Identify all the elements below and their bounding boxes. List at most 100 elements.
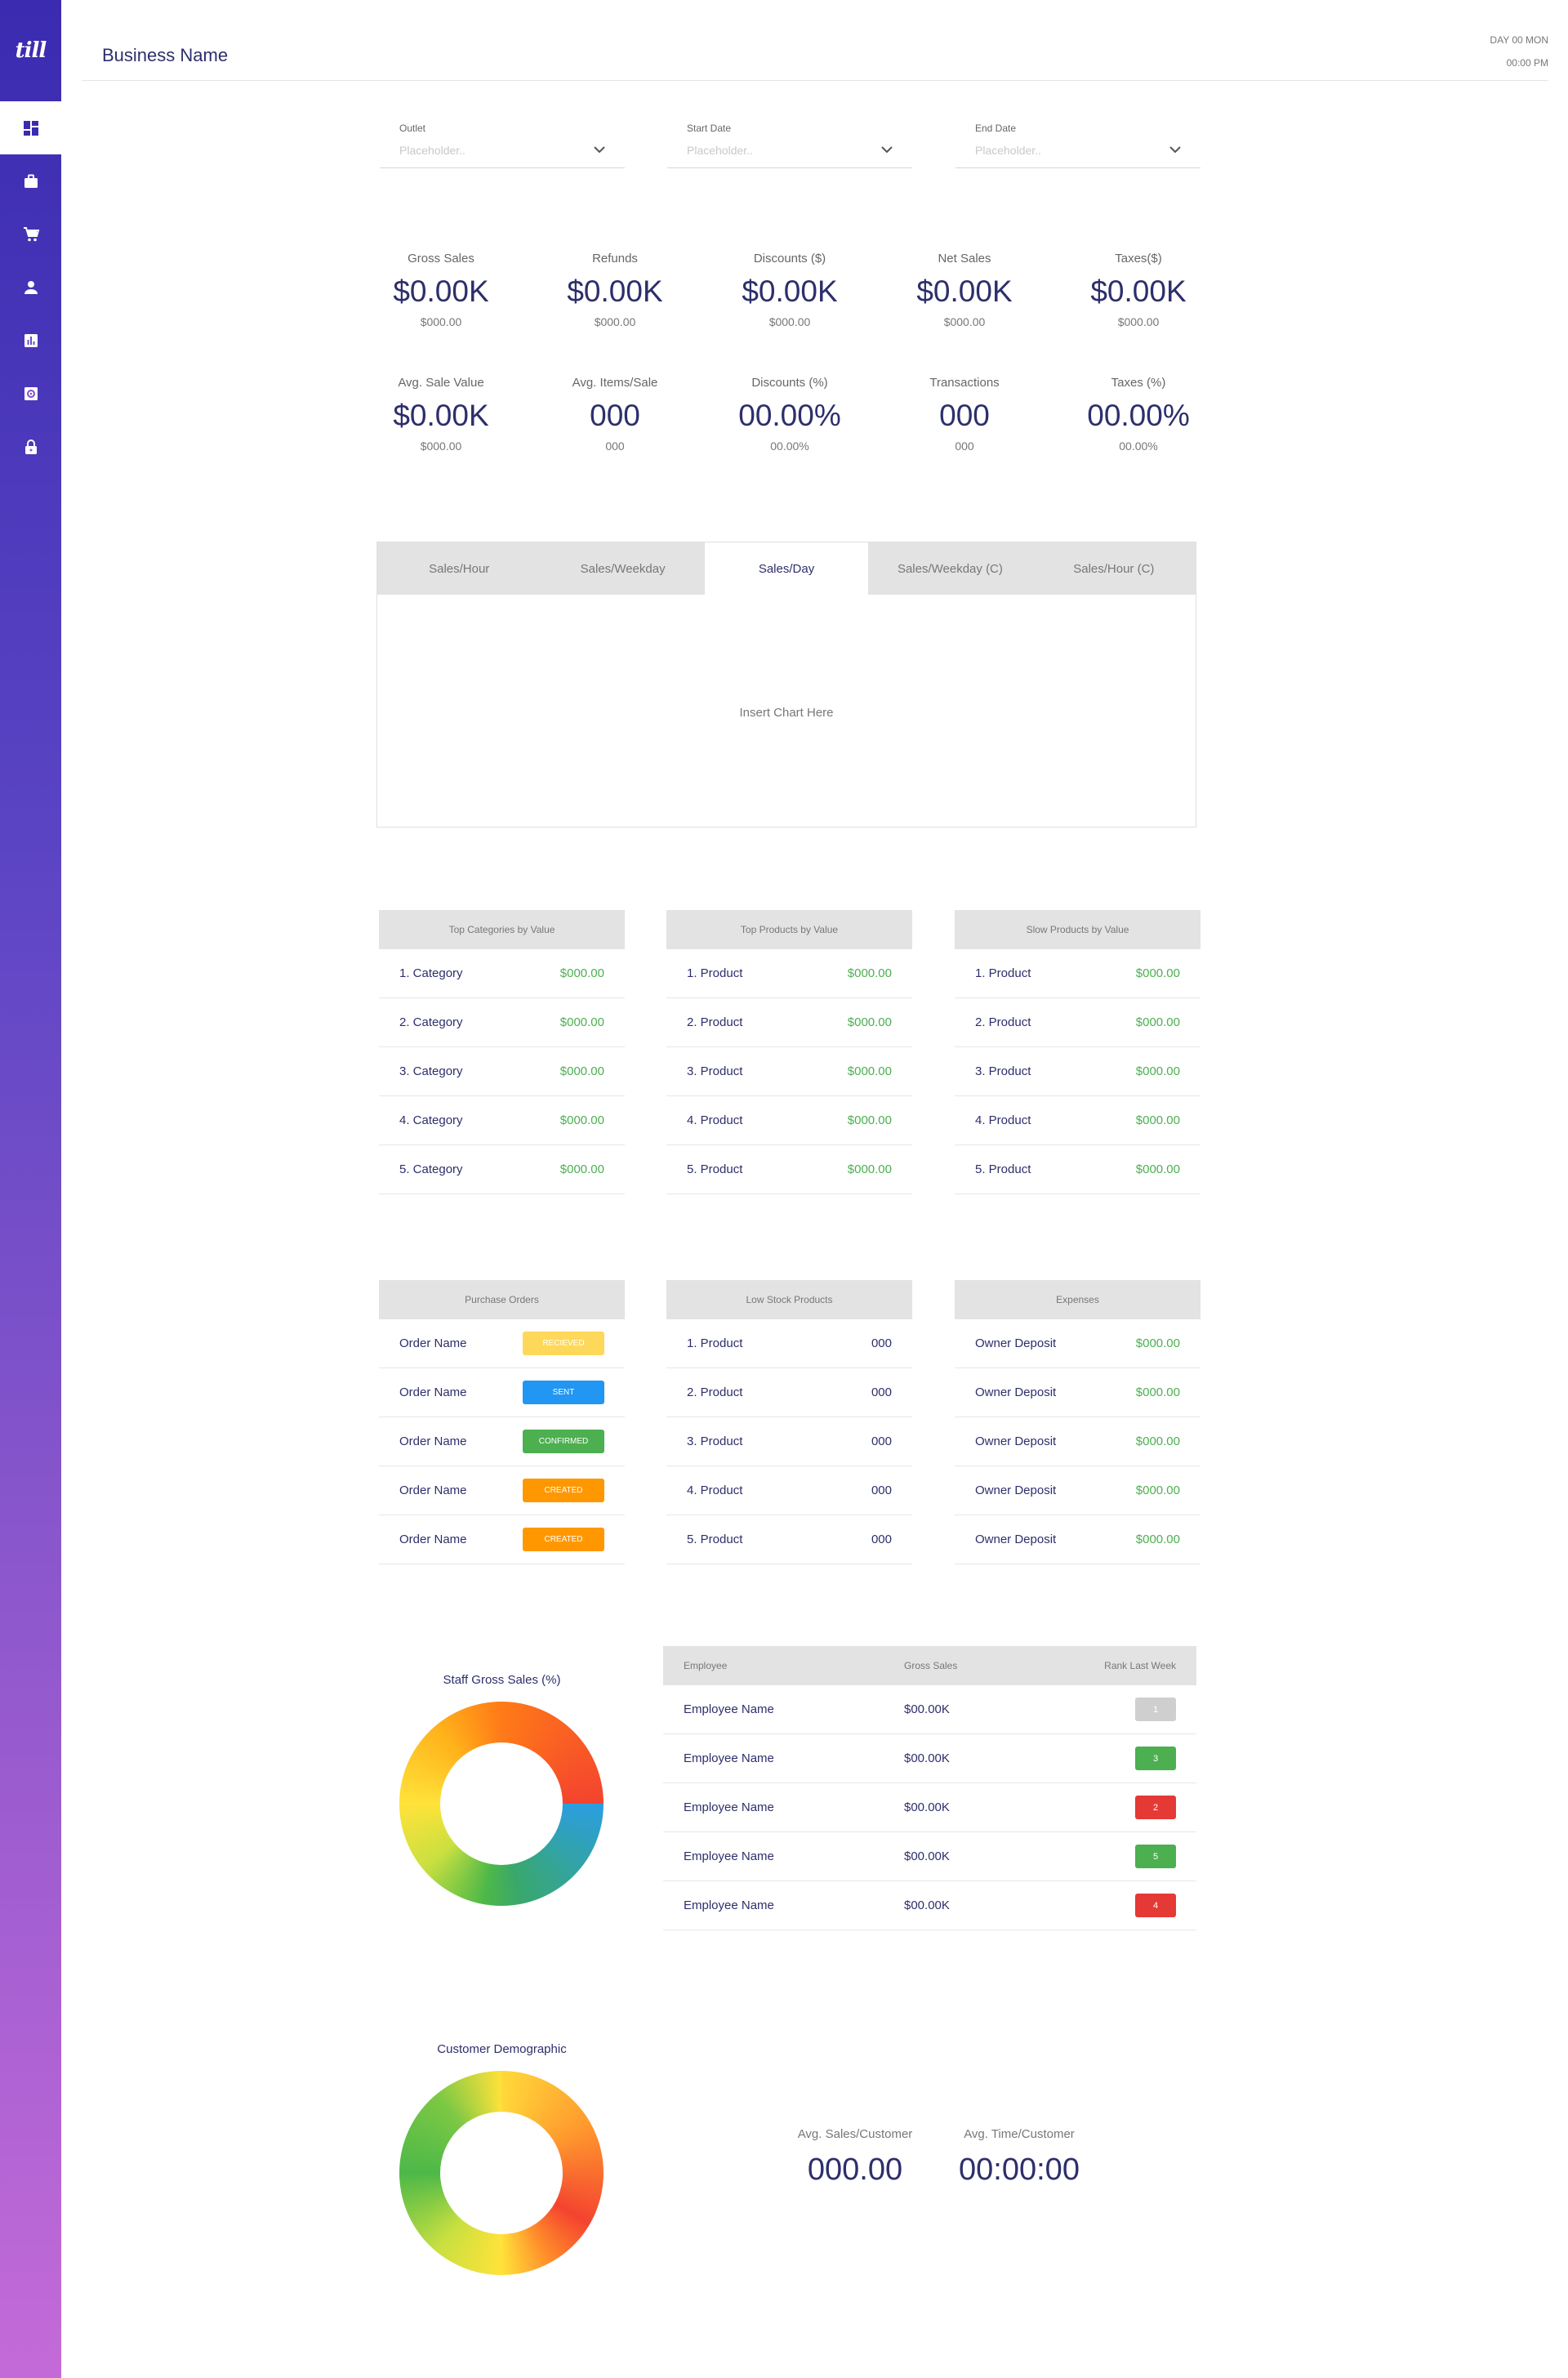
rank-badge: 3 [1135,1747,1176,1770]
outlet-select[interactable]: Outlet Placeholder.. [380,123,625,168]
list-item[interactable]: 2. Product $000.00 [955,998,1200,1047]
sidebar-item-cart[interactable] [0,207,61,261]
list-item[interactable]: Owner Deposit $000.00 [955,1515,1200,1564]
list-item[interactable]: 5. Product $000.00 [666,1145,912,1194]
panel-title: Top Categories by Value [379,910,625,949]
table-row[interactable]: Employee Name $00.00K 1 [663,1685,1196,1734]
list-item[interactable]: Order Name RECIEVED [379,1319,625,1368]
col-rank: Rank Last Week [1104,1660,1176,1671]
cart-icon [23,226,39,241]
start-date-placeholder: Placeholder.. [687,144,753,157]
list-item[interactable]: 4. Product 000 [666,1466,912,1515]
metric-value: 000 [939,399,990,432]
item-name: 3. Category [399,1064,463,1078]
app-logo[interactable]: till [15,38,47,63]
stat-label: Avg. Sales/Customer [797,2127,913,2141]
item-name: 4. Product [975,1113,1031,1127]
metric-label: Avg. Items/Sale [572,376,658,390]
list-item[interactable]: 4. Category $000.00 [379,1096,625,1145]
rank-badge: 5 [1135,1845,1176,1868]
panel-title: Low Stock Products [666,1280,912,1319]
metric-discounts-amount: Discounts ($) $0.00K $000.00 [708,252,871,328]
list-item[interactable]: 3. Product 000 [666,1417,912,1466]
metric-label: Avg. Sale Value [398,376,484,390]
sidebar-item-reports[interactable] [0,314,61,367]
tab-sales-day[interactable]: Sales/Day [704,542,869,595]
item-name: 4. Product [687,1113,743,1127]
metric-sub: $000.00 [943,315,986,328]
list-item[interactable]: 4. Product $000.00 [955,1096,1200,1145]
col-gross-sales: Gross Sales [904,1660,958,1671]
sidebar-item-customers[interactable] [0,261,61,314]
list-item[interactable]: Owner Deposit $000.00 [955,1319,1200,1368]
list-item[interactable]: 5. Product $000.00 [955,1145,1200,1194]
employee-sales: $00.00K [904,1849,950,1863]
list-item[interactable]: 3. Category $000.00 [379,1047,625,1096]
item-value: $000.00 [559,966,604,980]
employee-sales: $00.00K [904,1800,950,1814]
employee-table: Employee Gross Sales Rank Last Week Empl… [663,1646,1196,1930]
tab-sales-hour-c[interactable]: Sales/Hour (C) [1073,561,1155,576]
item-name: 5. Category [399,1162,463,1176]
tab-sales-weekday[interactable]: Sales/Weekday [580,561,666,576]
start-date-select[interactable]: Start Date Placeholder.. [667,123,912,168]
metric-value: $0.00K [1090,274,1187,308]
metric-value: 00.00% [738,399,841,432]
table-row[interactable]: Employee Name $00.00K 4 [663,1881,1196,1930]
item-qty: 000 [871,1385,892,1399]
list-item[interactable]: 1. Product $000.00 [955,949,1200,998]
customer-demographic-donut [399,2071,604,2275]
employee-name: Employee Name [684,1849,774,1863]
status-badge: CREATED [523,1479,604,1502]
expense-value: $000.00 [1135,1336,1180,1350]
metric-sub: $000.00 [1117,315,1160,328]
table-row[interactable]: Employee Name $00.00K 5 [663,1832,1196,1881]
sidebar-item-dashboard[interactable] [0,101,61,154]
item-name: 1. Product [687,966,743,980]
tab-sales-weekday-c[interactable]: Sales/Weekday (C) [897,561,1003,576]
table-row[interactable]: Employee Name $00.00K 2 [663,1783,1196,1832]
table-row[interactable]: Employee Name $00.00K 3 [663,1734,1196,1783]
item-name: 5. Product [687,1162,743,1176]
expenses-panel: Expenses Owner Deposit $000.00 Owner Depo… [955,1280,1200,1564]
item-qty: 000 [871,1533,892,1546]
sidebar-item-inventory[interactable] [0,154,61,207]
customer-chart-title: Customer Demographic [437,2042,567,2056]
staff-sales-donut [399,1702,604,1906]
list-item[interactable]: Owner Deposit $000.00 [955,1466,1200,1515]
list-item[interactable]: Order Name SENT [379,1368,625,1417]
list-item[interactable]: 3. Product $000.00 [666,1047,912,1096]
stat-value: 000.00 [807,2153,903,2187]
item-name: 2. Product [687,1015,743,1029]
list-item[interactable]: 2. Product $000.00 [666,998,912,1047]
list-item[interactable]: 2. Category $000.00 [379,998,625,1047]
expense-name: Owner Deposit [975,1385,1057,1399]
list-item[interactable]: 1. Product $000.00 [666,949,912,998]
list-item[interactable]: 1. Product 000 [666,1319,912,1368]
list-item[interactable]: Owner Deposit $000.00 [955,1417,1200,1466]
tab-sales-hour[interactable]: Sales/Hour [429,561,490,576]
item-name: 4. Category [399,1113,463,1127]
metric-sub: 000 [605,439,625,453]
list-item[interactable]: 1. Category $000.00 [379,949,625,998]
list-item[interactable]: 5. Category $000.00 [379,1145,625,1194]
list-item[interactable]: 2. Product 000 [666,1368,912,1417]
list-item[interactable]: Order Name CREATED [379,1466,625,1515]
donut-hole [440,2112,563,2234]
stat-value: 00:00:00 [959,2153,1080,2187]
end-date-select[interactable]: End Date Placeholder.. [956,123,1200,168]
list-item[interactable]: Owner Deposit $000.00 [955,1368,1200,1417]
employee-name: Employee Name [684,1898,774,1912]
list-item[interactable]: 5. Product 000 [666,1515,912,1564]
expense-name: Owner Deposit [975,1483,1057,1497]
list-item[interactable]: 3. Product $000.00 [955,1047,1200,1096]
settings-icon [24,386,38,400]
list-item[interactable]: Order Name CREATED [379,1515,625,1564]
list-item[interactable]: 4. Product $000.00 [666,1096,912,1145]
sidebar-item-security[interactable] [0,420,61,473]
employee-sales: $00.00K [904,1751,950,1765]
chart-placeholder: Insert Chart Here [739,706,834,720]
sidebar-item-settings[interactable] [0,367,61,420]
list-item[interactable]: Order Name CONFIRMED [379,1417,625,1466]
employee-name: Employee Name [684,1751,774,1765]
